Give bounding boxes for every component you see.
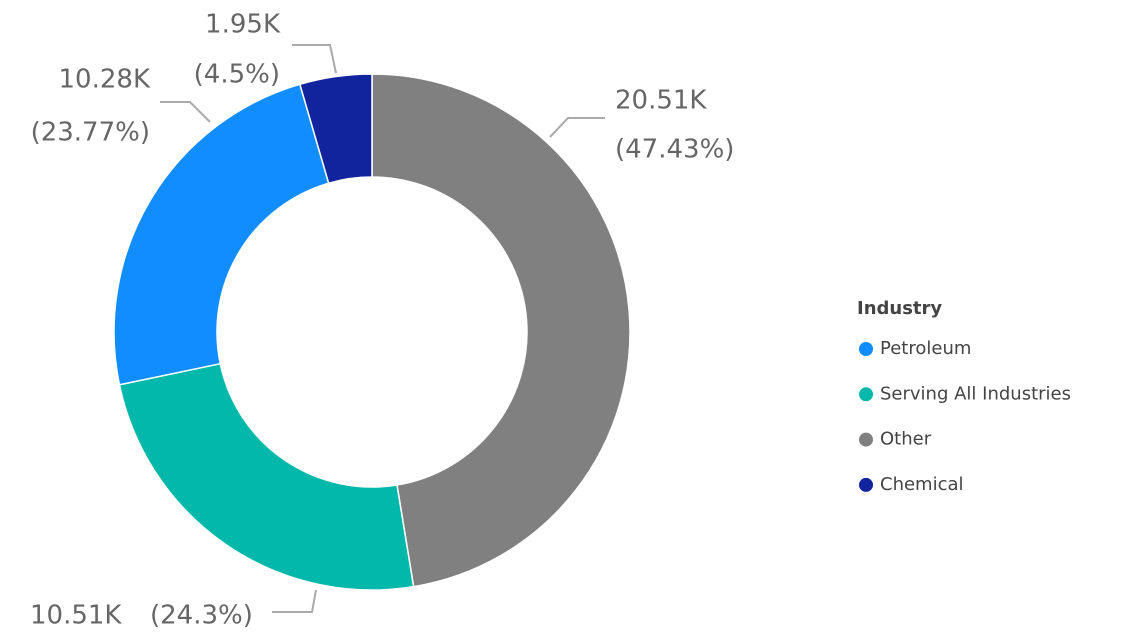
legend-marker — [859, 432, 873, 447]
donut-slice — [118, 362, 415, 591]
legend-label: Serving All Industries — [880, 383, 1071, 404]
data-label-percent: (24.3%) — [150, 601, 253, 631]
data-label-percent: (4.5%) — [194, 60, 280, 90]
legend-marker — [859, 342, 873, 356]
donut-slice — [371, 73, 631, 588]
data-label-value: 1.95K — [205, 10, 281, 40]
donut-slice — [298, 73, 373, 185]
data-label-percent: (23.77%) — [31, 118, 150, 148]
leader-line — [160, 101, 211, 123]
legend-label: Petroleum — [880, 338, 971, 359]
legend-label: Chemical — [880, 474, 964, 495]
legend-marker — [859, 477, 873, 492]
data-label-value: 10.28K — [59, 65, 151, 95]
data-label-percent: (47.43%) — [615, 135, 734, 165]
legend-marker — [859, 387, 873, 402]
legend-label: Other — [880, 429, 932, 450]
leader-line — [272, 589, 317, 613]
leader-line — [549, 117, 605, 138]
leader-line — [292, 44, 337, 74]
data-label-value: 20.51K — [615, 86, 707, 116]
data-label-value: 10.51K — [30, 601, 122, 631]
legend-title: Industry — [857, 298, 942, 319]
donut-slice — [113, 83, 330, 386]
